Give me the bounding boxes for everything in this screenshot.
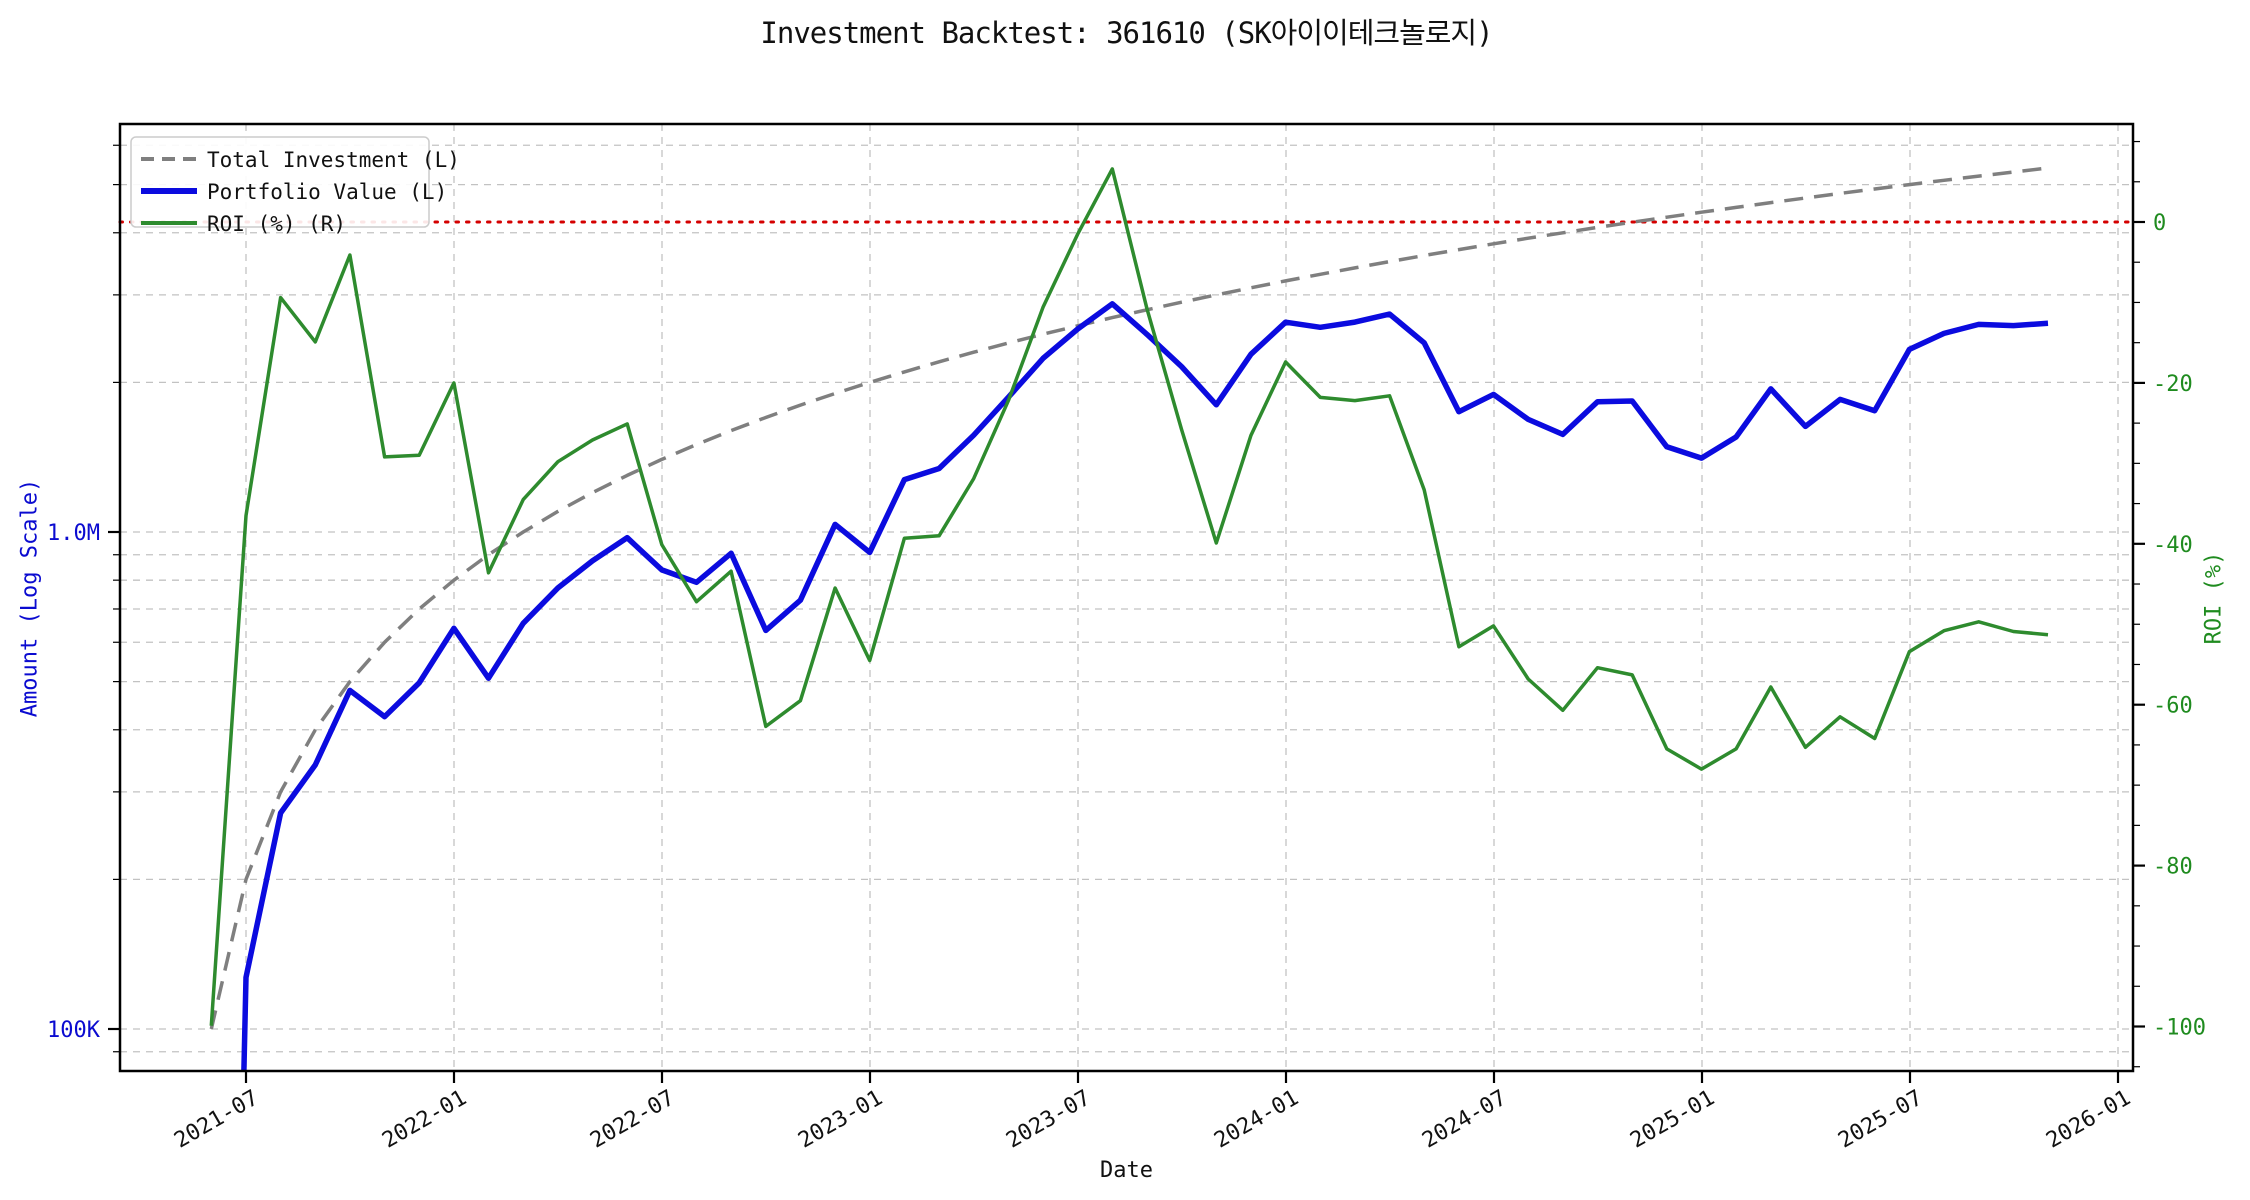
- x-tick-label: 2021-07: [170, 1086, 263, 1154]
- y-left-axis-label: Amount (Log Scale): [17, 478, 43, 718]
- tick-labels: 2021-07 2022-01 2022-07 2023-01 2023-07 2024-…: [47, 211, 2206, 1154]
- x-tick-label: 2026-01: [2042, 1086, 2135, 1154]
- grid: [120, 124, 2133, 1071]
- x-tick-label: 2024-07: [1418, 1086, 1511, 1154]
- plot-border: [118, 122, 2135, 1073]
- axis-ticks: [108, 140, 2145, 1083]
- y-right-tick-label: -20: [2153, 372, 2193, 397]
- legend-label: Portfolio Value (L): [207, 180, 447, 204]
- y-right-axis-label: ROI (%): [2201, 551, 2227, 645]
- legend-label: Total Investment (L): [207, 148, 460, 172]
- portfolio-value-line: [241, 301, 2049, 1071]
- x-tick-label: 2022-07: [586, 1086, 679, 1154]
- chart-title: Investment Backtest: 361610 (SK아이이테크놀로지): [760, 16, 1493, 50]
- x-tick-label: 2025-07: [1834, 1086, 1927, 1154]
- y-left-tick-label: 1.0M: [47, 521, 100, 546]
- y-left-tick-label: 100K: [47, 1018, 101, 1043]
- x-axis-label: Date: [1100, 1158, 1153, 1183]
- x-tick-label: 2023-07: [1002, 1086, 1095, 1154]
- x-tick-label: 2023-01: [794, 1086, 887, 1154]
- y-right-tick-label: -60: [2153, 694, 2193, 719]
- y-right-tick-label: -80: [2153, 855, 2193, 880]
- x-tick-label: 2025-01: [1626, 1086, 1719, 1154]
- series-lines: [209, 166, 2049, 1071]
- legend-label: ROI (%) (R): [207, 212, 346, 236]
- legend-box: [130, 136, 430, 228]
- y-right-tick-label: 0: [2153, 211, 2166, 236]
- y-right-tick-label: -40: [2153, 533, 2193, 558]
- roi-line: [209, 167, 2049, 1026]
- total-investment-line: [209, 166, 2049, 1030]
- x-tick-label: 2022-01: [378, 1086, 471, 1154]
- legend: Total Investment (L) Portfolio Value (L) R…: [130, 136, 460, 236]
- y-right-tick-label: -100: [2153, 1016, 2206, 1041]
- x-tick-label: 2024-01: [1210, 1086, 1303, 1154]
